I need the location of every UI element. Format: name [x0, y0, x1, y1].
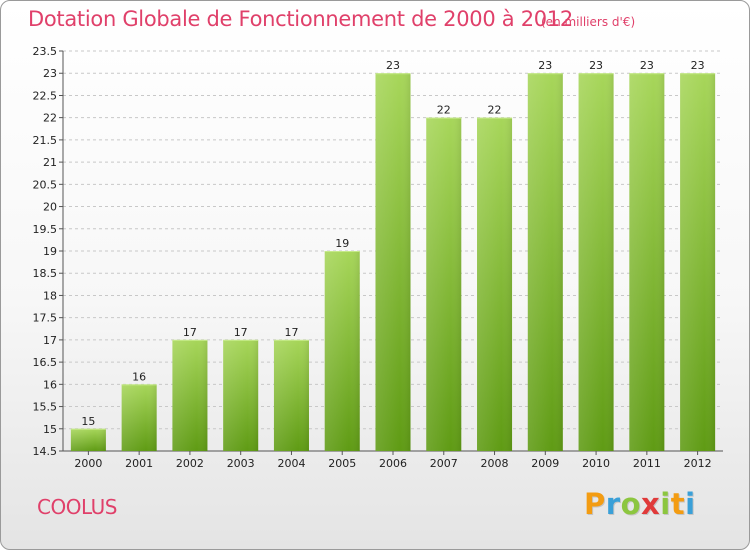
bar-value-label: 17	[234, 326, 248, 339]
x-tick-label: 2012	[684, 457, 712, 470]
logo-letter: r	[605, 487, 621, 521]
bar-shading	[375, 73, 411, 451]
proxiti-logo: Proxiti	[584, 487, 696, 521]
bar-shading	[477, 117, 513, 452]
y-tick-label: 15	[43, 423, 57, 436]
logo-letter: o	[620, 487, 642, 521]
x-tick-label: 2009	[531, 457, 559, 470]
bar-value-label: 19	[335, 237, 349, 250]
bar-value-label: 22	[488, 104, 502, 117]
x-tick-label: 2003	[227, 457, 255, 470]
x-tick-label: 2010	[582, 457, 610, 470]
bar-shading	[172, 339, 208, 451]
y-tick-label: 16.5	[33, 356, 58, 369]
y-tick-label: 17	[43, 334, 57, 347]
x-tick-label: 2004	[277, 457, 305, 470]
x-tick-label: 2007	[430, 457, 458, 470]
x-tick-label: 2011	[633, 457, 661, 470]
y-tick-label: 14.5	[33, 445, 58, 458]
logo-letter: i	[685, 487, 696, 521]
x-tick-label: 2000	[74, 457, 102, 470]
y-tick-label: 22.5	[33, 89, 58, 102]
x-tick-label: 2008	[481, 457, 509, 470]
bar-value-label: 23	[386, 59, 400, 72]
x-tick-label: 2005	[328, 457, 356, 470]
bar-shading	[680, 73, 716, 451]
bar-shading	[70, 428, 106, 451]
y-tick-label: 23	[43, 67, 57, 80]
bar-shading	[223, 339, 259, 451]
y-tick-label: 16	[43, 378, 57, 391]
logo-letter: t	[670, 487, 686, 521]
x-tick-label: 2001	[125, 457, 153, 470]
y-tick-label: 23.5	[33, 45, 58, 58]
logo-letter: P	[584, 487, 606, 521]
bar-value-label: 23	[538, 59, 552, 72]
y-tick-label: 18.5	[33, 267, 58, 280]
bar-shading	[578, 73, 614, 451]
bar-shading	[121, 384, 157, 451]
y-tick-label: 22	[43, 112, 57, 125]
bar-shading	[273, 339, 309, 451]
y-tick-label: 17.5	[33, 312, 58, 325]
bar-value-label: 23	[691, 59, 705, 72]
bar-value-label: 23	[589, 59, 603, 72]
y-tick-label: 19.5	[33, 223, 58, 236]
y-tick-label: 18	[43, 289, 57, 302]
logo-letter: x	[641, 487, 661, 521]
y-tick-label: 15.5	[33, 401, 58, 414]
bar-value-label: 17	[284, 326, 298, 339]
commune-name: COOLUS	[37, 495, 117, 519]
chart-title: Dotation Globale de Fonctionnement de 20…	[28, 7, 573, 31]
x-tick-label: 2002	[176, 457, 204, 470]
y-tick-label: 20	[43, 201, 57, 214]
bar-value-label: 15	[81, 415, 95, 428]
bar-shading	[324, 251, 360, 451]
x-tick-label: 2006	[379, 457, 407, 470]
bar-value-label: 23	[640, 59, 654, 72]
bar-value-label: 22	[437, 104, 451, 117]
logo-letter: i	[660, 487, 671, 521]
chart-unit-note: (en milliers d'€)	[541, 15, 636, 29]
y-tick-label: 21	[43, 156, 57, 169]
bar-shading	[629, 73, 665, 451]
bar-shading	[426, 117, 462, 452]
y-tick-label: 20.5	[33, 178, 58, 191]
bar-value-label: 17	[183, 326, 197, 339]
y-tick-label: 19	[43, 245, 57, 258]
bar-value-label: 16	[132, 370, 146, 383]
y-tick-label: 21.5	[33, 134, 58, 147]
bar-shading	[527, 73, 563, 451]
